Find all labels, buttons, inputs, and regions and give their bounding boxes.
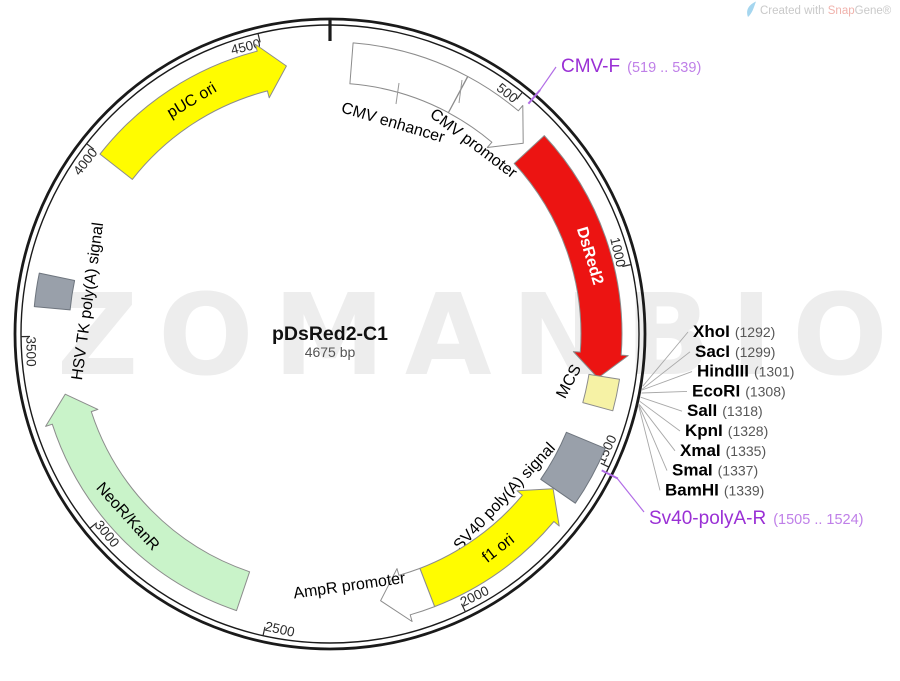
- site-ecori-leader: [641, 390, 688, 394]
- feature-ampr-promoter[interactable]: AmpR promoter: [292, 567, 436, 622]
- feature-cmv-promoter-leader: [458, 79, 463, 104]
- tick-4000: [86, 143, 95, 150]
- feature-f1-ori[interactable]: f1 ori: [419, 488, 560, 608]
- site-xhoi-label[interactable]: XhoI (1292): [693, 322, 775, 341]
- site-smai[interactable]: SmaI (1337): [638, 404, 758, 480]
- feature-mcs-shape[interactable]: [582, 373, 620, 412]
- feature-f1-ori-shape[interactable]: [419, 488, 560, 608]
- site-smai-label[interactable]: SmaI (1337): [672, 461, 758, 480]
- site-bamhi-label[interactable]: BamHI (1339): [665, 480, 764, 499]
- primer-cmv-f-tick: [527, 89, 541, 105]
- site-ecori-label[interactable]: EcoRI (1308): [692, 381, 786, 400]
- site-ecori[interactable]: EcoRI (1308): [641, 381, 786, 400]
- snapgene-leaf-icon: [747, 1, 756, 17]
- site-sali[interactable]: SalI (1318): [640, 396, 763, 420]
- site-kpni[interactable]: KpnI (1328): [639, 400, 768, 440]
- site-xmai[interactable]: XmaI (1335): [638, 403, 766, 460]
- site-xhoi[interactable]: XhoI (1292): [642, 322, 776, 387]
- primer-sv40-polya-r-leader: [616, 477, 645, 513]
- site-bamhi[interactable]: BamHI (1339): [638, 405, 765, 500]
- tick-label-2500: 2500: [264, 619, 297, 640]
- tick-500: [516, 91, 523, 100]
- feature-puc-ori-shape[interactable]: [99, 43, 287, 180]
- site-hindiii[interactable]: HindIII (1301): [641, 362, 794, 391]
- site-kpni-leader: [639, 400, 681, 432]
- tick-label-3500: 3500: [23, 336, 38, 366]
- feature-cmv-enhancer-shape[interactable]: [349, 42, 469, 114]
- site-saci-leader: [641, 351, 691, 390]
- feature-neor-kanr-shape[interactable]: [45, 393, 251, 612]
- watermark-text: ZOMANBIO: [57, 271, 900, 401]
- tick-4500: [257, 33, 261, 43]
- primer-sv40-polya-r-label[interactable]: Sv40-polyA-R (1505 .. 1524): [649, 508, 864, 529]
- plasmid-backbone-ring: [13, 17, 647, 651]
- feature-dsred2[interactable]: DsRed2: [513, 135, 629, 379]
- plasmid-title: pDsRed2-C1: [272, 323, 388, 345]
- site-hindiii-label[interactable]: HindIII (1301): [697, 362, 794, 381]
- snapgene-credit-text: Created with SnapGene®: [760, 5, 892, 17]
- primer-cmv-f[interactable]: CMV-F (519 .. 539): [527, 56, 701, 105]
- primer-cmv-f-leader: [539, 66, 557, 92]
- feature-cmv-enhancer-leader: [395, 82, 400, 105]
- primer-sv40-polya-r-tick: [601, 469, 619, 480]
- ring-outer-circle: [13, 17, 647, 651]
- site-sali-label[interactable]: SalI (1318): [687, 401, 763, 420]
- snapgene-credit: Created with SnapGene®: [747, 1, 892, 17]
- site-saci[interactable]: SacI (1299): [641, 342, 775, 390]
- site-xhoi-leader: [642, 331, 689, 387]
- feature-ampr-promoter-shape[interactable]: [380, 567, 436, 622]
- tick-3000: [89, 522, 98, 529]
- site-xmai-label[interactable]: XmaI (1335): [680, 441, 766, 460]
- tick-2000: [460, 603, 466, 613]
- tick-1000: [622, 263, 632, 268]
- site-saci-label[interactable]: SacI (1299): [695, 342, 775, 361]
- site-bamhi-leader: [638, 405, 661, 491]
- site-xmai-leader: [638, 403, 676, 452]
- restriction-sites-layer: XhoI (1292)SacI (1299)HindIII (1301)EcoRI (1…: [638, 322, 794, 500]
- tick-1500: [600, 462, 610, 468]
- plasmid-size: 4675 bp: [305, 344, 356, 360]
- feature-hsv-tk-poly-a-signal-shape[interactable]: [33, 272, 76, 311]
- feature-puc-ori[interactable]: pUC ori: [99, 43, 287, 180]
- primer-cmv-f-label[interactable]: CMV-F (519 .. 539): [561, 56, 701, 77]
- site-sali-leader: [640, 396, 683, 412]
- tick-2500: [262, 626, 266, 636]
- site-smai-leader: [638, 404, 668, 471]
- feature-cmv-enhancer-label[interactable]: CMV enhancer: [339, 100, 447, 147]
- feature-neor-kanr[interactable]: NeoR/KanR: [45, 393, 251, 612]
- primer-sv40-polya-r[interactable]: Sv40-polyA-R (1505 .. 1524): [601, 469, 864, 529]
- feature-cmv-promoter-shape[interactable]: [448, 76, 524, 148]
- site-kpni-label[interactable]: KpnI (1328): [685, 421, 768, 440]
- site-hindiii-leader: [641, 371, 693, 391]
- feature-sv40-poly-a-signal-shape[interactable]: [540, 431, 606, 504]
- primers-layer: CMV-F (519 .. 539) Sv40-polyA-R (1505 .. 15…: [527, 56, 864, 529]
